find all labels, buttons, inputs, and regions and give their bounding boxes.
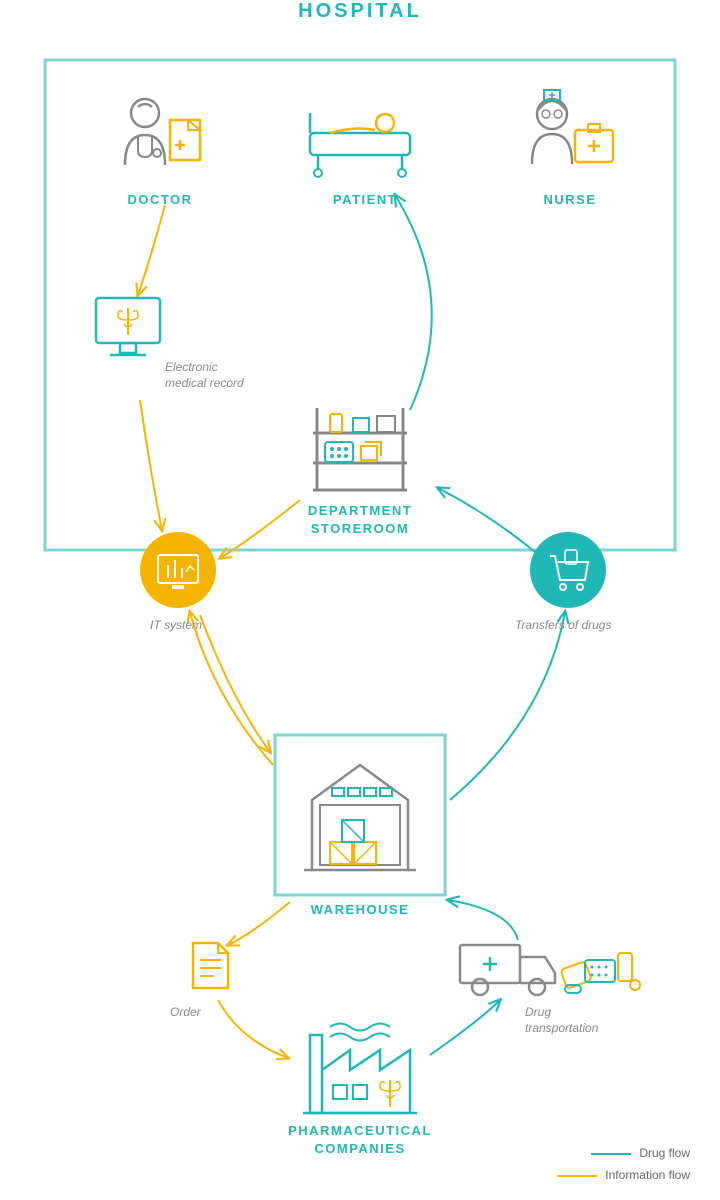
edge-doctor-emr bbox=[138, 205, 165, 295]
transfers-circle-icon bbox=[530, 532, 606, 608]
legend-info-line bbox=[557, 1175, 597, 1177]
warehouse-label: WAREHOUSE bbox=[300, 902, 420, 917]
itsystem-desc: IT system bbox=[150, 618, 202, 634]
emr-desc: Electronicmedical record bbox=[165, 360, 265, 391]
doctor-label: DOCTOR bbox=[115, 192, 205, 207]
edge-warehouse-transfers bbox=[450, 612, 565, 800]
emr-icon bbox=[88, 290, 168, 370]
legend-drug-flow: Drug flow bbox=[591, 1146, 690, 1160]
order-icon bbox=[188, 938, 233, 993]
legend-info-flow: Information flow bbox=[557, 1168, 690, 1182]
edge-storeroom-patient bbox=[395, 195, 432, 410]
doctor-icon bbox=[110, 85, 210, 185]
transport-icon bbox=[455, 935, 645, 1005]
order-desc: Order bbox=[170, 1005, 201, 1021]
edge-warehouse-itsystem bbox=[190, 612, 273, 765]
patient-icon bbox=[300, 88, 420, 183]
edge-transport-warehouse bbox=[448, 900, 518, 940]
hospital-title: HOSPITAL bbox=[0, 0, 720, 23]
pharma-icon bbox=[295, 1015, 425, 1120]
transfers-desc: Transfers of drugs bbox=[515, 618, 611, 634]
edge-order-pharma bbox=[218, 1000, 288, 1058]
legend-drug-line bbox=[591, 1153, 631, 1155]
edge-itsystem-warehouse bbox=[200, 615, 270, 752]
edge-storeroom-itsystem bbox=[220, 500, 300, 558]
edge-emr-itsystem bbox=[140, 400, 162, 530]
edge-pharma-transport bbox=[430, 1000, 500, 1055]
diagram-canvas: HOSPITAL bbox=[0, 0, 720, 1200]
it-system-circle-icon bbox=[140, 532, 216, 608]
storeroom-label: DEPARTMENTSTOREROOM bbox=[295, 502, 425, 537]
nurse-icon bbox=[520, 82, 620, 182]
nurse-label: NURSE bbox=[525, 192, 615, 207]
patient-label: PATIENT bbox=[320, 192, 410, 207]
warehouse-icon bbox=[300, 750, 420, 880]
pharma-label: PHARMACEUTICALCOMPANIES bbox=[270, 1122, 450, 1157]
storeroom-icon bbox=[305, 398, 415, 498]
edge-transfers-storeroom bbox=[438, 488, 535, 552]
edge-warehouse-order bbox=[228, 902, 290, 945]
transport-desc: Drugtransportation bbox=[525, 1005, 625, 1036]
